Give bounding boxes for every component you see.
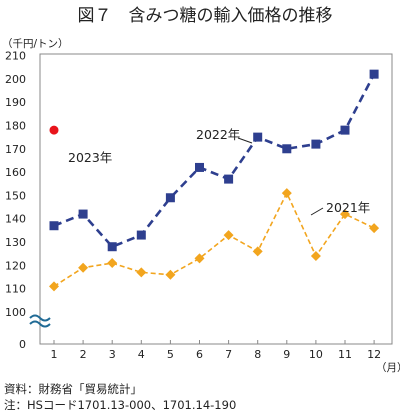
y-tick-label: 140	[5, 213, 26, 226]
x-tick-label: 11	[338, 348, 352, 361]
data-point-diamond	[252, 246, 263, 257]
x-tick-label: 2	[80, 348, 87, 361]
x-axis-unit-label: （月）	[376, 362, 400, 374]
data-point-diamond	[223, 230, 234, 241]
data-point-diamond	[165, 269, 176, 280]
y-tick-label: 200	[5, 73, 26, 86]
data-point-square	[311, 139, 321, 149]
axis-break-icon	[29, 314, 51, 328]
data-point-diamond	[194, 253, 205, 264]
chart-title: 図７ 含みつ糖の輸入価格の推移	[78, 6, 333, 26]
data-point-square	[253, 132, 263, 142]
x-tick-label: 4	[138, 348, 145, 361]
data-point-square	[340, 125, 350, 135]
x-tick-label: 12	[367, 348, 381, 361]
data-point-diamond	[310, 251, 321, 262]
data-point-square	[195, 162, 204, 172]
data-point-square	[78, 209, 88, 219]
x-tick-label: 9	[283, 348, 290, 361]
y-tick-label: 120	[5, 259, 26, 272]
data-point-diamond	[369, 223, 380, 234]
data-point-square	[282, 144, 292, 154]
y-tick-label: 160	[5, 166, 26, 179]
y-tick-label: 210	[5, 50, 26, 63]
series-layer	[49, 69, 380, 292]
y-tick-label: 180	[5, 119, 26, 132]
data-point-square	[49, 221, 59, 231]
x-tick-label: 1	[51, 348, 58, 361]
data-point-square	[107, 242, 117, 252]
x-tick-label: 10	[309, 348, 323, 361]
data-point-square	[369, 69, 379, 79]
y-axis-unit-label: （千円/トン）	[2, 38, 69, 50]
plot-frame	[39, 53, 393, 345]
series-line	[53, 191, 375, 288]
series-2022	[49, 69, 379, 252]
svg-text:2022年: 2022年	[196, 127, 240, 142]
svg-text:2021年: 2021年	[326, 200, 370, 215]
series-2021	[49, 188, 380, 292]
data-point-diamond	[136, 267, 147, 278]
y-tick-label: 110	[5, 283, 26, 296]
data-point-square	[224, 174, 234, 184]
x-tick-label: 5	[167, 348, 174, 361]
data-point-square	[136, 230, 146, 240]
x-axis: 1 2 3 4 5 6 7 8 9 10 11 12	[51, 340, 381, 361]
source-note: 資料：財務省「貿易統計」	[4, 382, 142, 396]
data-point-diamond	[78, 262, 89, 273]
x-tick-label: 3	[109, 348, 116, 361]
y-tick-label: 0	[19, 338, 26, 351]
footnote: 注：HSコード1701.13-000、1701.14-190	[4, 398, 237, 412]
series-label-2023: 2023年	[68, 150, 112, 165]
x-tick-label: 7	[225, 348, 232, 361]
series-line	[53, 73, 376, 249]
y-tick-label: 170	[5, 143, 26, 156]
data-point-diamond	[281, 188, 292, 199]
data-point-circle	[49, 125, 59, 135]
leader-line	[237, 137, 253, 144]
y-tick-label: 130	[5, 236, 26, 249]
series-label-2022: 2022年	[196, 127, 253, 144]
data-point-square	[165, 193, 175, 203]
data-point-diamond	[340, 209, 350, 220]
series-label-2021: 2021年	[310, 200, 370, 216]
leader-line	[310, 207, 324, 216]
y-axis: 0 100 110 120 130 140 150 160 170 180 190 200 210	[5, 50, 26, 352]
series-2023	[49, 125, 59, 135]
y-tick-label: 150	[5, 189, 26, 202]
data-point-diamond	[49, 281, 59, 292]
y-tick-label: 100	[5, 306, 26, 319]
y-tick-label: 190	[5, 96, 26, 109]
x-tick-label: 6	[196, 348, 203, 361]
x-tick-label: 8	[254, 348, 261, 361]
data-point-diamond	[107, 258, 118, 269]
